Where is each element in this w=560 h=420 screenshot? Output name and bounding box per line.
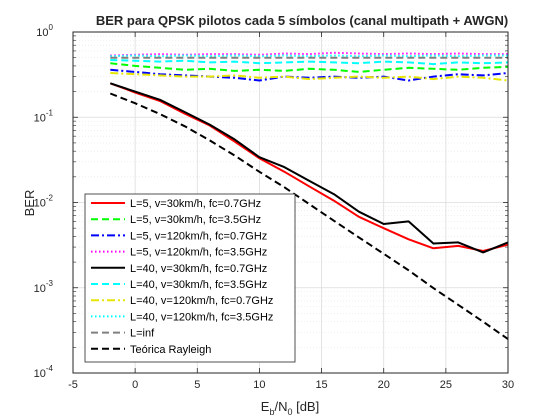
x-axis-label: Eb/N0 [dB]	[261, 399, 319, 417]
series-line-10	[109, 92, 509, 340]
x-tick-label: 20	[378, 379, 390, 391]
legend-entry-label: L=40, v=30km/h, fc=0.7GHz	[130, 263, 267, 275]
legend-entry-label: Teórica Rayleigh	[130, 344, 211, 356]
y-tick-label: 10-4	[34, 364, 54, 380]
x-tick-label: 10	[253, 379, 265, 391]
x-tick-label: 25	[440, 379, 452, 391]
y-tick-label-exponent: -2	[46, 194, 54, 203]
series-line-6	[110, 59, 509, 66]
x-tick-label: 0	[132, 379, 138, 391]
y-tick-label-base: 10	[36, 27, 48, 39]
legend-box	[84, 193, 296, 363]
legend-entry-label: L=5, v=30km/h, fc=3.5GHz	[130, 214, 261, 226]
y-tick-label-base: 10	[34, 112, 46, 124]
legend-entry-label: L=40, v=120km/h, fc=3.5GHz	[130, 311, 273, 323]
y-tick-label: 10-3	[34, 279, 54, 295]
legend-entries: L=5, v=30km/h, fc=0.7GHz L=5, v=30km/h, f…	[91, 198, 273, 356]
y-tick-label-base: 10	[34, 198, 46, 210]
series-line-1	[109, 82, 509, 252]
x-tick-label: 15	[315, 379, 327, 391]
chart-title: BER para QPSK pilotos cada 5 símbolos (c…	[96, 13, 508, 28]
y-tick-label-base: 10	[34, 283, 46, 295]
series-lines	[109, 51, 509, 340]
legend-entry-label: L=5, v=120km/h, fc=0.7GHz	[130, 230, 267, 242]
y-tick-label: 100	[36, 23, 53, 39]
y-tick-label: 10-1	[34, 108, 54, 124]
y-tick-label: 10-2	[34, 194, 54, 210]
x-tick-labels: -5 0 5 10 15 20 25 30	[68, 379, 514, 391]
legend-entry-label: L=40, v=120km/h, fc=0.7GHz	[130, 295, 273, 307]
legend-entry-label: L=5, v=30km/h, fc=0.7GHz	[130, 198, 261, 210]
legend-entry-label: L=5, v=120km/h, fc=3.5GHz	[130, 247, 267, 259]
series-line-7	[110, 72, 509, 82]
x-tick-label: 5	[194, 379, 200, 391]
y-tick-label-base: 10	[34, 368, 46, 380]
y-axis-label: BER	[22, 190, 37, 217]
y-tick-label-exponent: -4	[46, 364, 54, 373]
y-tick-label-exponent: -3	[46, 279, 54, 288]
legend-entry-label: L=40, v=30km/h, fc=3.5GHz	[130, 279, 267, 291]
legend-entry-label: L=inf	[130, 328, 155, 340]
x-tick-label: -5	[68, 379, 78, 391]
series-line-5	[109, 82, 509, 254]
y-tick-label-exponent: 0	[49, 23, 54, 32]
legend: L=5, v=30km/h, fc=0.7GHz L=5, v=30km/h, f…	[84, 193, 296, 363]
x-tick-label: 30	[502, 379, 514, 391]
series-line-2	[110, 62, 509, 73]
y-tick-label-exponent: -1	[46, 108, 54, 117]
series-line-3	[110, 68, 509, 82]
ticks	[72, 31, 509, 374]
